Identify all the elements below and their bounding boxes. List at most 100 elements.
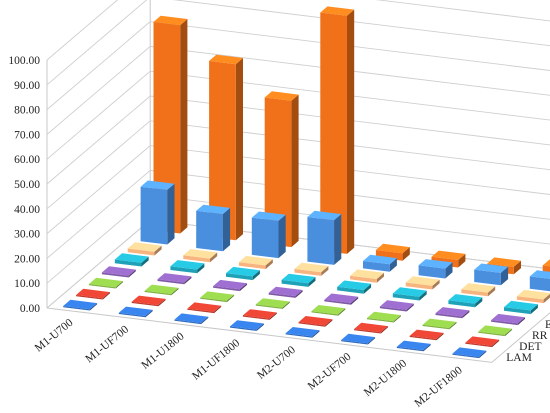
bar-top bbox=[281, 273, 316, 284]
bar-Lmax-M1-UF700 bbox=[209, 54, 243, 241]
bar-front bbox=[405, 282, 433, 290]
bar-top bbox=[465, 336, 500, 346]
bar-LAM-M2-U1800 bbox=[396, 340, 431, 352]
bar-top bbox=[153, 15, 188, 26]
bar-top bbox=[491, 313, 525, 324]
bar-front bbox=[114, 259, 142, 267]
bar-side bbox=[351, 296, 359, 305]
bar-top bbox=[144, 284, 179, 294]
bar-TT-M2-U700 bbox=[337, 280, 372, 294]
bar-DET-M1-UF700 bbox=[131, 295, 166, 307]
bar-LAM-M1-UF700 bbox=[118, 306, 153, 318]
bar-side bbox=[265, 259, 273, 270]
bar-front bbox=[187, 308, 214, 314]
bar-top bbox=[379, 300, 414, 310]
bar-top bbox=[285, 327, 320, 337]
bar-front bbox=[311, 311, 339, 316]
y-tick-label: 20.00 bbox=[14, 253, 40, 265]
bar-LAM-M2-UF1800 bbox=[452, 347, 487, 359]
bar-front bbox=[307, 217, 335, 265]
bar-Vmax-M2-U1800 bbox=[474, 263, 509, 286]
bar-TT-M1-U1800 bbox=[226, 266, 260, 281]
bar-side bbox=[334, 214, 342, 265]
bar-LAM-M1-U1800 bbox=[174, 313, 209, 325]
bar-Vmax-M1-U1800 bbox=[251, 211, 286, 259]
bar-L-M1-U1800 bbox=[238, 255, 273, 270]
bar-side bbox=[171, 287, 179, 296]
bar-side bbox=[278, 214, 286, 259]
bar-top bbox=[487, 257, 521, 267]
gridline bbox=[46, 70, 550, 160]
bar-top bbox=[101, 266, 136, 276]
bar-front bbox=[200, 297, 227, 303]
bar-side bbox=[479, 350, 487, 359]
bar-top bbox=[170, 260, 205, 270]
bar-top bbox=[255, 298, 290, 308]
bar-top bbox=[230, 320, 264, 330]
bar-ENTR-M1-UF700 bbox=[157, 273, 192, 285]
y-tick-label: 80.00 bbox=[14, 105, 40, 117]
bar-front bbox=[76, 295, 103, 300]
bar-side bbox=[462, 310, 470, 319]
bar-top bbox=[196, 204, 231, 215]
category-label: M2-UF1800 bbox=[412, 364, 464, 410]
series-label: RR bbox=[532, 330, 548, 342]
bar-side bbox=[214, 305, 222, 314]
bar-ENTR-M1-U1800 bbox=[213, 279, 247, 292]
bar-front bbox=[396, 346, 424, 352]
bar-ENTR-M2-UF700 bbox=[379, 300, 414, 312]
bar-top bbox=[251, 211, 286, 221]
bar-side bbox=[235, 58, 243, 241]
bar-top bbox=[127, 242, 162, 252]
bar-Vmax-M2-U700 bbox=[363, 254, 397, 272]
bar-side bbox=[269, 312, 277, 320]
bar-RR-M2-U1800 bbox=[422, 318, 457, 330]
bar-TT-M1-U700 bbox=[114, 253, 149, 267]
bar-front bbox=[341, 340, 368, 345]
bar-front bbox=[422, 324, 450, 330]
bar-top bbox=[311, 305, 346, 315]
bar-front bbox=[491, 320, 518, 326]
bar-side bbox=[154, 245, 162, 256]
bar-TT-M1-UF1800 bbox=[281, 273, 316, 287]
bar-top bbox=[320, 6, 355, 16]
bar-side bbox=[197, 263, 205, 274]
bars bbox=[63, 6, 550, 359]
bar-L-M2-U1800 bbox=[461, 283, 496, 297]
bar-top bbox=[226, 266, 260, 277]
bar-side bbox=[367, 337, 376, 345]
bar-front bbox=[89, 284, 116, 289]
bar-side bbox=[406, 303, 414, 312]
bar-top bbox=[422, 318, 457, 328]
bar-front bbox=[418, 265, 446, 279]
gridline bbox=[46, 0, 550, 61]
gridline bbox=[46, 21, 550, 110]
bar-top bbox=[448, 294, 483, 304]
bar-top bbox=[418, 259, 453, 269]
bar-front bbox=[285, 333, 313, 338]
bar-front bbox=[209, 60, 236, 241]
bar-L-M2-U700 bbox=[350, 269, 384, 283]
bar-ENTR-M2-UF1800 bbox=[491, 313, 525, 326]
bar-top bbox=[157, 273, 192, 283]
bar-RR-M2-U700 bbox=[311, 305, 346, 316]
bar-front bbox=[465, 342, 492, 348]
bar-side bbox=[402, 247, 410, 261]
bar-top bbox=[504, 300, 538, 311]
bar-side bbox=[295, 290, 303, 298]
bar-front bbox=[516, 296, 544, 304]
bar-side bbox=[449, 321, 457, 330]
gridline bbox=[46, 145, 550, 234]
bar-top bbox=[354, 322, 388, 333]
bar-DET-M2-UF1800 bbox=[465, 336, 500, 348]
bar-TT-M1-UF700 bbox=[170, 260, 205, 274]
bar-front bbox=[251, 217, 279, 259]
bar-DET-M1-UF1800 bbox=[242, 309, 277, 320]
bar-top bbox=[474, 263, 509, 273]
gridline bbox=[46, 169, 550, 259]
bar-top bbox=[118, 306, 153, 316]
bar-top bbox=[174, 313, 209, 323]
bar-side bbox=[167, 183, 175, 245]
category-label: M1-UF700 bbox=[83, 323, 131, 365]
